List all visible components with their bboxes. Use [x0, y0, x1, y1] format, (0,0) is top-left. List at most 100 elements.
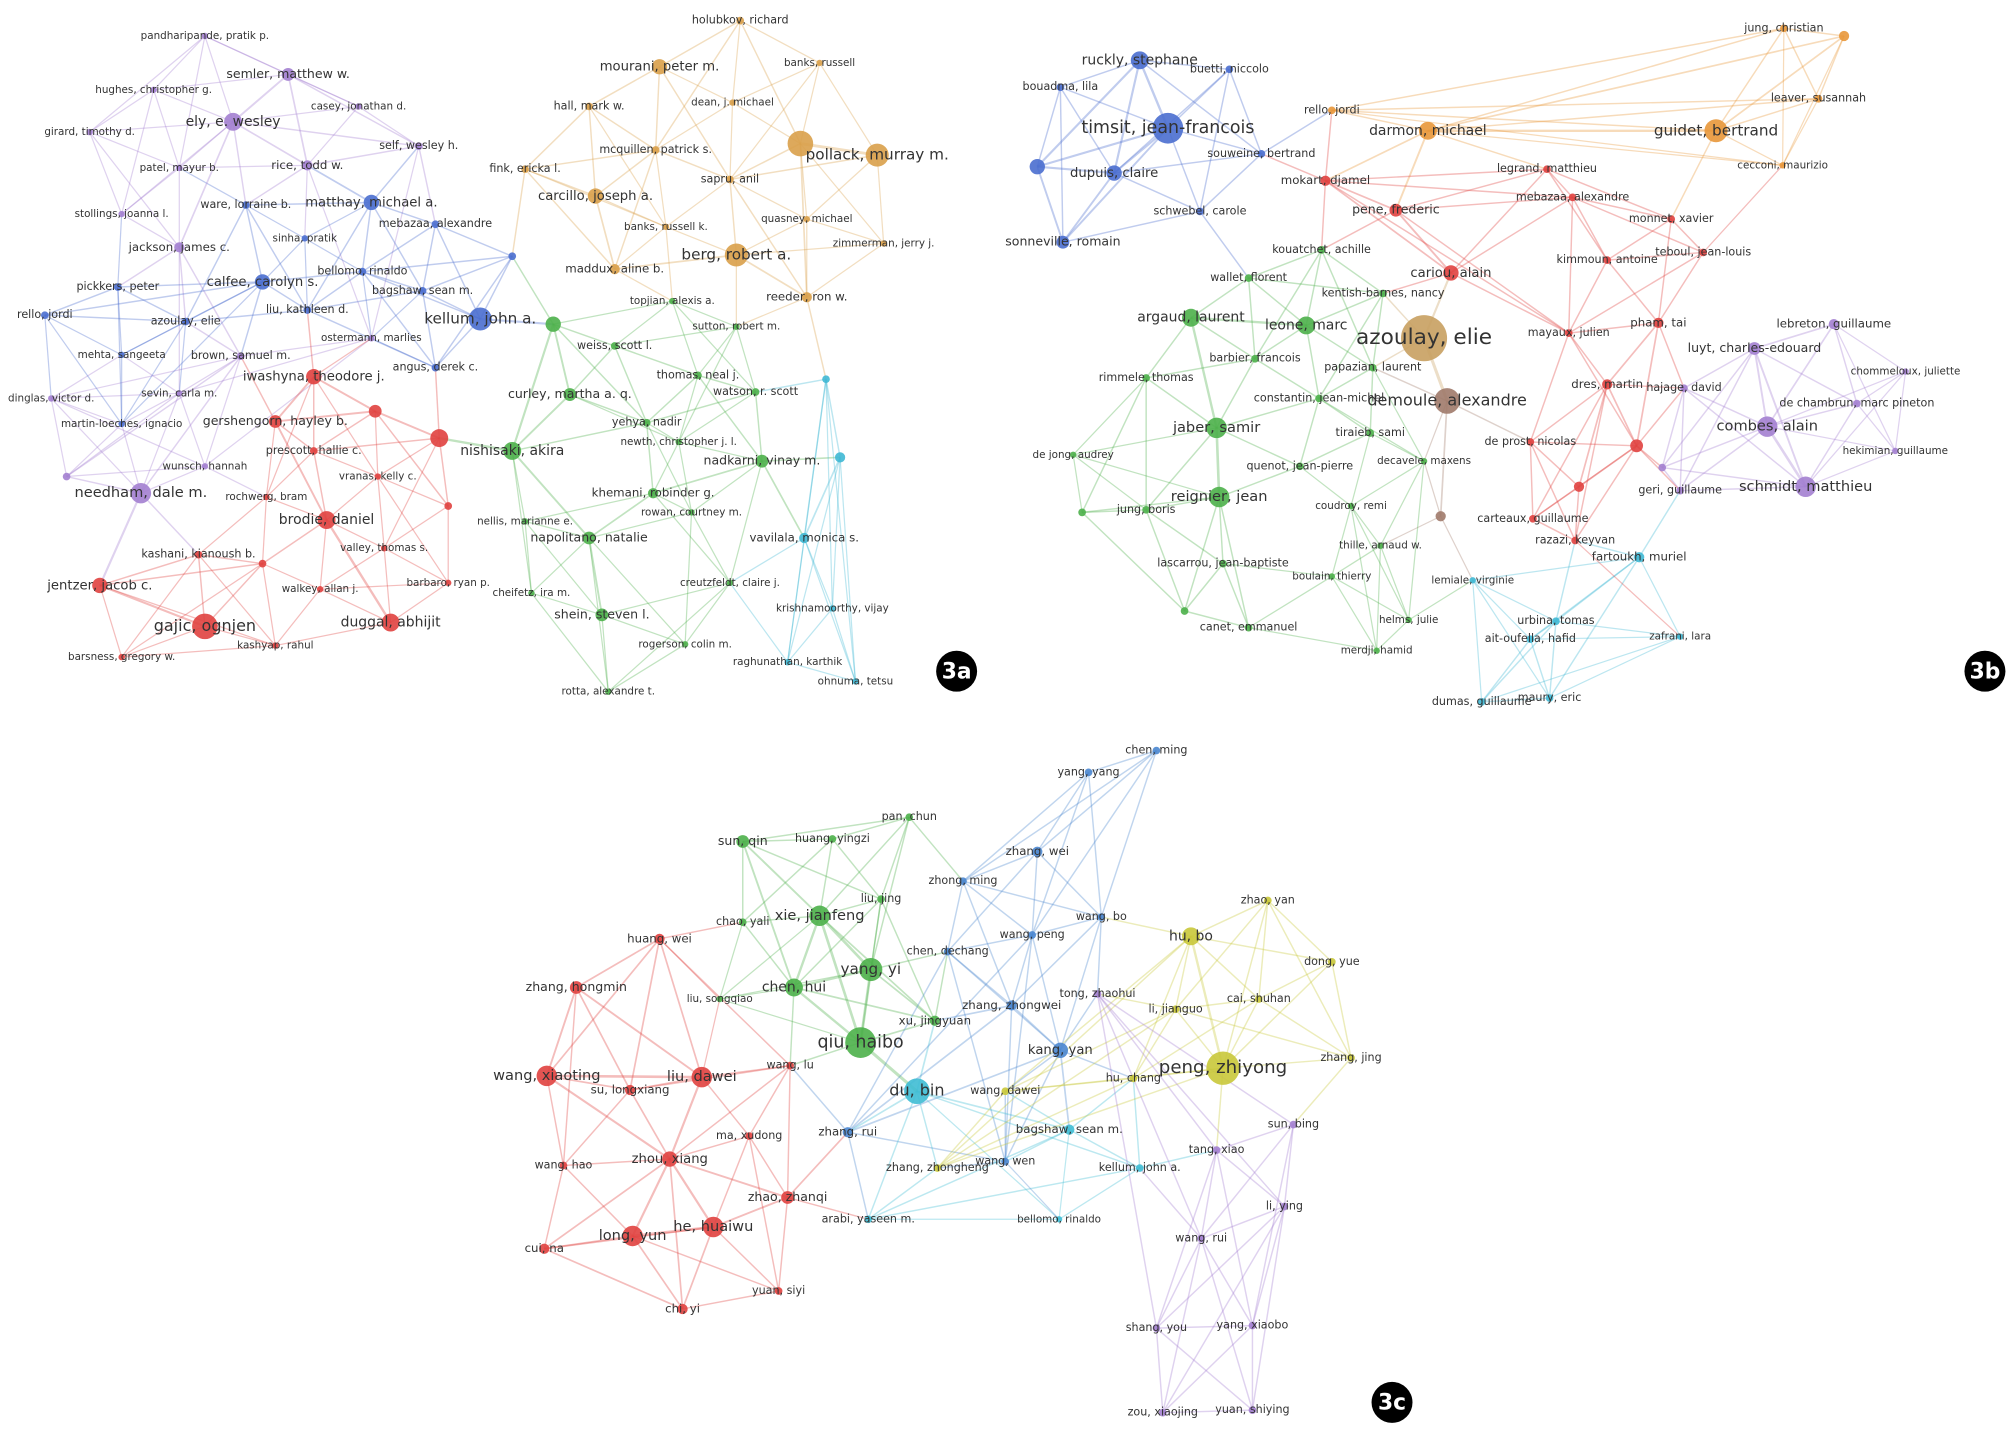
node — [904, 1078, 930, 1105]
edge — [1062, 127, 1169, 243]
node — [521, 165, 529, 174]
edge — [1318, 293, 1384, 399]
node — [1630, 439, 1644, 453]
edge — [511, 323, 555, 452]
edge — [575, 987, 631, 1091]
node-label: cai, shuhan — [1227, 992, 1291, 1005]
edge — [1216, 397, 1320, 429]
node — [774, 1287, 783, 1295]
node — [736, 16, 745, 25]
node — [662, 223, 670, 231]
node-label: shein, steven l. — [554, 606, 649, 621]
node — [1420, 457, 1428, 465]
node-label: sapru, anil — [701, 172, 759, 185]
edge — [1894, 371, 1907, 452]
edge — [1472, 579, 1551, 699]
edge — [588, 511, 692, 539]
node — [738, 918, 747, 927]
node-label: calfee, carolyn s. — [207, 275, 319, 290]
edge — [1175, 998, 1259, 1011]
edge — [1372, 367, 1448, 402]
edge — [947, 934, 1033, 953]
edge — [1200, 1205, 1285, 1240]
edge — [1702, 164, 1784, 253]
edge — [1380, 515, 1441, 547]
edge — [729, 582, 789, 663]
node-label: yang, yang — [1057, 765, 1119, 778]
edge — [671, 300, 699, 376]
edge — [1218, 465, 1301, 498]
edge — [1005, 1067, 1224, 1092]
node-label: lebreton, guillaume — [1777, 317, 1892, 331]
node — [316, 586, 324, 593]
edge — [1190, 277, 1250, 319]
edge — [1162, 1206, 1286, 1414]
node-label: weiss, scott l. — [577, 339, 652, 352]
edge — [1472, 556, 1640, 581]
edge — [204, 35, 359, 108]
node — [694, 371, 702, 380]
node-label: chen, ming — [1125, 744, 1187, 757]
edge — [787, 608, 833, 663]
edge — [1200, 1124, 1294, 1239]
panel-badge — [936, 650, 978, 692]
edge — [1011, 916, 1102, 1006]
edge — [819, 62, 878, 156]
node — [785, 978, 803, 997]
edge — [50, 398, 142, 494]
edge — [121, 89, 155, 215]
node-label: cui, na — [525, 1241, 564, 1255]
node — [236, 352, 245, 361]
node — [1658, 463, 1667, 472]
edge — [439, 436, 513, 453]
edge — [1145, 509, 1224, 565]
node — [118, 351, 125, 359]
node — [1434, 388, 1460, 414]
edge — [629, 1076, 702, 1091]
edge — [786, 1131, 849, 1199]
edge — [736, 296, 808, 328]
edge — [1010, 934, 1033, 1006]
edge — [185, 320, 242, 357]
node — [1196, 207, 1204, 216]
node — [1327, 106, 1336, 115]
edge — [1683, 347, 1755, 389]
edge — [307, 290, 423, 311]
node — [1377, 542, 1384, 549]
node-label: needham, dale m. — [74, 484, 207, 501]
node-label: liu, jing — [861, 892, 902, 905]
edge — [1036, 127, 1169, 168]
edge — [121, 554, 199, 658]
node-label: chao, yali — [716, 915, 769, 928]
edge — [1546, 168, 1608, 261]
edge — [1529, 383, 1608, 443]
node-label: zhong, ming — [929, 874, 998, 887]
node — [691, 1066, 713, 1088]
edge — [545, 987, 578, 1077]
edge — [1258, 961, 1333, 1000]
edge — [1439, 400, 1448, 517]
edge — [1331, 545, 1381, 577]
edge — [1060, 86, 1169, 129]
node-label: canet, emmanuel — [1200, 621, 1298, 634]
edge — [99, 585, 123, 658]
node — [809, 905, 830, 927]
node-label: dres, martin — [1571, 377, 1643, 391]
edge — [1004, 1005, 1013, 1162]
edge — [99, 553, 199, 587]
edge — [546, 1074, 671, 1161]
edge — [245, 201, 372, 206]
node — [1653, 317, 1664, 328]
edge — [313, 376, 379, 477]
edge — [232, 105, 359, 123]
edge — [117, 286, 187, 323]
edge — [1060, 1049, 1134, 1080]
edge — [543, 1165, 565, 1249]
node-label: hekimian, guillaume — [1843, 445, 1948, 457]
edge — [659, 20, 741, 68]
edge — [178, 121, 234, 248]
edge — [1190, 317, 1256, 360]
node — [368, 335, 375, 342]
edge — [1199, 211, 1250, 279]
node-label: zhang, jing — [1320, 1051, 1381, 1064]
